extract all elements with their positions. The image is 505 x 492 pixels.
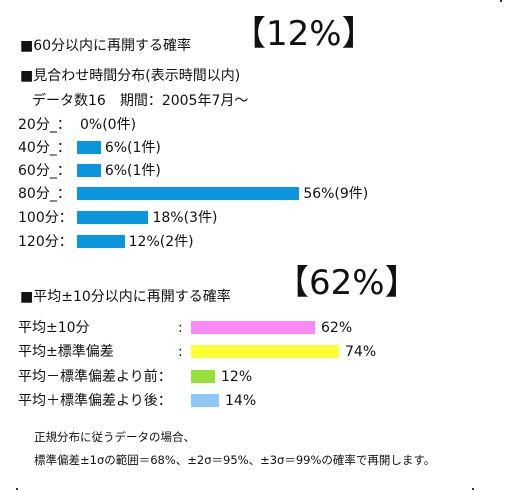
- corner-dot: [16, 488, 18, 490]
- bar: [77, 211, 149, 224]
- value-label: 12%: [221, 369, 253, 385]
- value-label: 74%: [345, 344, 377, 360]
- category-label: 平均－標準偏差より前：: [18, 369, 172, 385]
- category-label: 80分_：: [18, 186, 71, 202]
- colon: :: [178, 320, 183, 336]
- value-label: 6%(1件): [104, 163, 161, 179]
- value-label: 12%(2件): [128, 234, 194, 250]
- bar: [191, 370, 215, 383]
- bar: [77, 235, 125, 248]
- colon: :: [178, 344, 183, 360]
- section2-title: ■平均±10分以内に再開する確率: [20, 289, 231, 305]
- note-line-2: 標準偏差±1σの範囲＝68%、±2σ＝95%、±3σ＝99%の確率で再開します。: [34, 453, 436, 467]
- category-label: 120分：: [18, 234, 73, 250]
- note-line-1: 正規分布に従うデータの場合、: [34, 430, 195, 444]
- bar: [77, 164, 101, 177]
- category-label: 20分_：: [18, 117, 71, 133]
- dist-subheading: データ数16 期間：2005年7月～: [32, 93, 249, 109]
- bar: [191, 394, 219, 407]
- value-label: 56%(9件): [303, 186, 369, 202]
- category-label: 平均±標準偏差: [18, 344, 114, 360]
- bar: [191, 321, 315, 334]
- corner-dot: [500, 0, 502, 2]
- section1-title: ■60分以内に再開する確率: [20, 38, 192, 54]
- corner-dot: [472, 488, 474, 490]
- value-label: 62%: [321, 320, 353, 336]
- category-label: 40分_：: [18, 140, 71, 156]
- section1-big-value: 【12%】: [232, 14, 376, 54]
- category-label: 平均±10分: [18, 320, 90, 336]
- category-label: 平均＋標準偏差より後：: [18, 393, 172, 409]
- category-label: 60分_：: [18, 163, 71, 179]
- value-label: 18%(3件): [152, 210, 218, 226]
- bar: [77, 141, 101, 154]
- bar: [77, 187, 300, 200]
- value-label: 0%(0件): [80, 117, 137, 133]
- section2-big-value: 【62%】: [275, 263, 419, 303]
- value-label: 14%: [225, 393, 257, 409]
- bar: [191, 345, 339, 358]
- value-label: 6%(1件): [104, 140, 161, 156]
- dist-heading: ■見合わせ時間分布(表示時間以内): [20, 68, 241, 84]
- category-label: 100分：: [18, 210, 73, 226]
